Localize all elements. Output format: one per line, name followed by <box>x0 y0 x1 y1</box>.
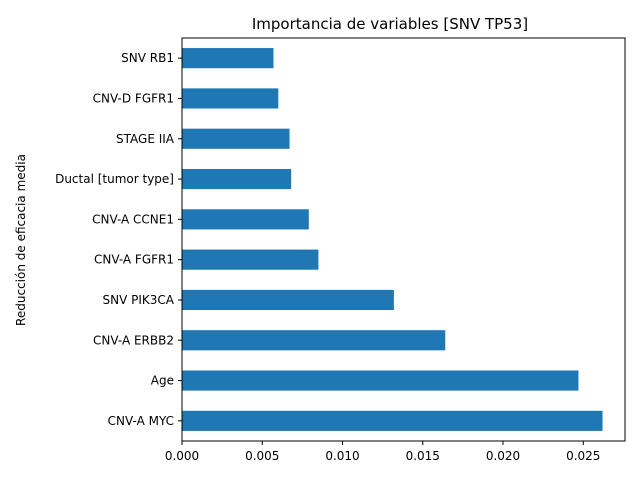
y-tick-label: SNV PIK3CA <box>103 293 175 307</box>
x-tick-label: 0.015 <box>406 449 440 463</box>
bars-group <box>182 48 603 431</box>
y-tick-label: CNV-A ERBB2 <box>93 333 174 347</box>
bar <box>182 330 446 351</box>
bar <box>182 168 292 190</box>
y-tick-label: Ductal [tumor type] <box>55 172 174 186</box>
y-tick-label: SNV RB1 <box>121 51 174 65</box>
bar <box>182 410 603 431</box>
bar <box>182 209 309 230</box>
y-tick-label: STAGE IIA <box>116 132 175 146</box>
x-tick-label: 0.025 <box>566 449 600 463</box>
y-axis-label: Reducción de eficacia media <box>14 154 28 326</box>
bar <box>182 249 319 270</box>
x-tick-label: 0.020 <box>486 449 520 463</box>
bar <box>182 289 394 311</box>
x-ticks-group: 0.000 0.005 0.010 0.015 0.020 0.025 <box>165 441 600 463</box>
y-tick-label: CNV-A CCNE1 <box>92 212 174 226</box>
x-tick-label: 0.000 <box>165 449 199 463</box>
y-ticks-group: CNV-A MYC Age CNV-A ERBB2 SNV PIK3CA CNV-A F… <box>55 51 182 428</box>
plot-frame <box>181 37 626 442</box>
y-tick-label: Age <box>151 374 174 388</box>
x-tick-label: 0.010 <box>325 449 359 463</box>
x-tick-label: 0.005 <box>245 449 279 463</box>
bar <box>182 88 279 109</box>
chart-title: Importancia de variables [SNV TP53] <box>252 15 528 33</box>
bar <box>182 48 274 69</box>
y-tick-label: CNV-A MYC <box>108 414 174 428</box>
y-tick-label: CNV-A FGFR1 <box>94 253 174 267</box>
bar <box>182 128 290 149</box>
y-tick-label: CNV-D FGFR1 <box>93 91 174 105</box>
bar <box>182 370 579 391</box>
